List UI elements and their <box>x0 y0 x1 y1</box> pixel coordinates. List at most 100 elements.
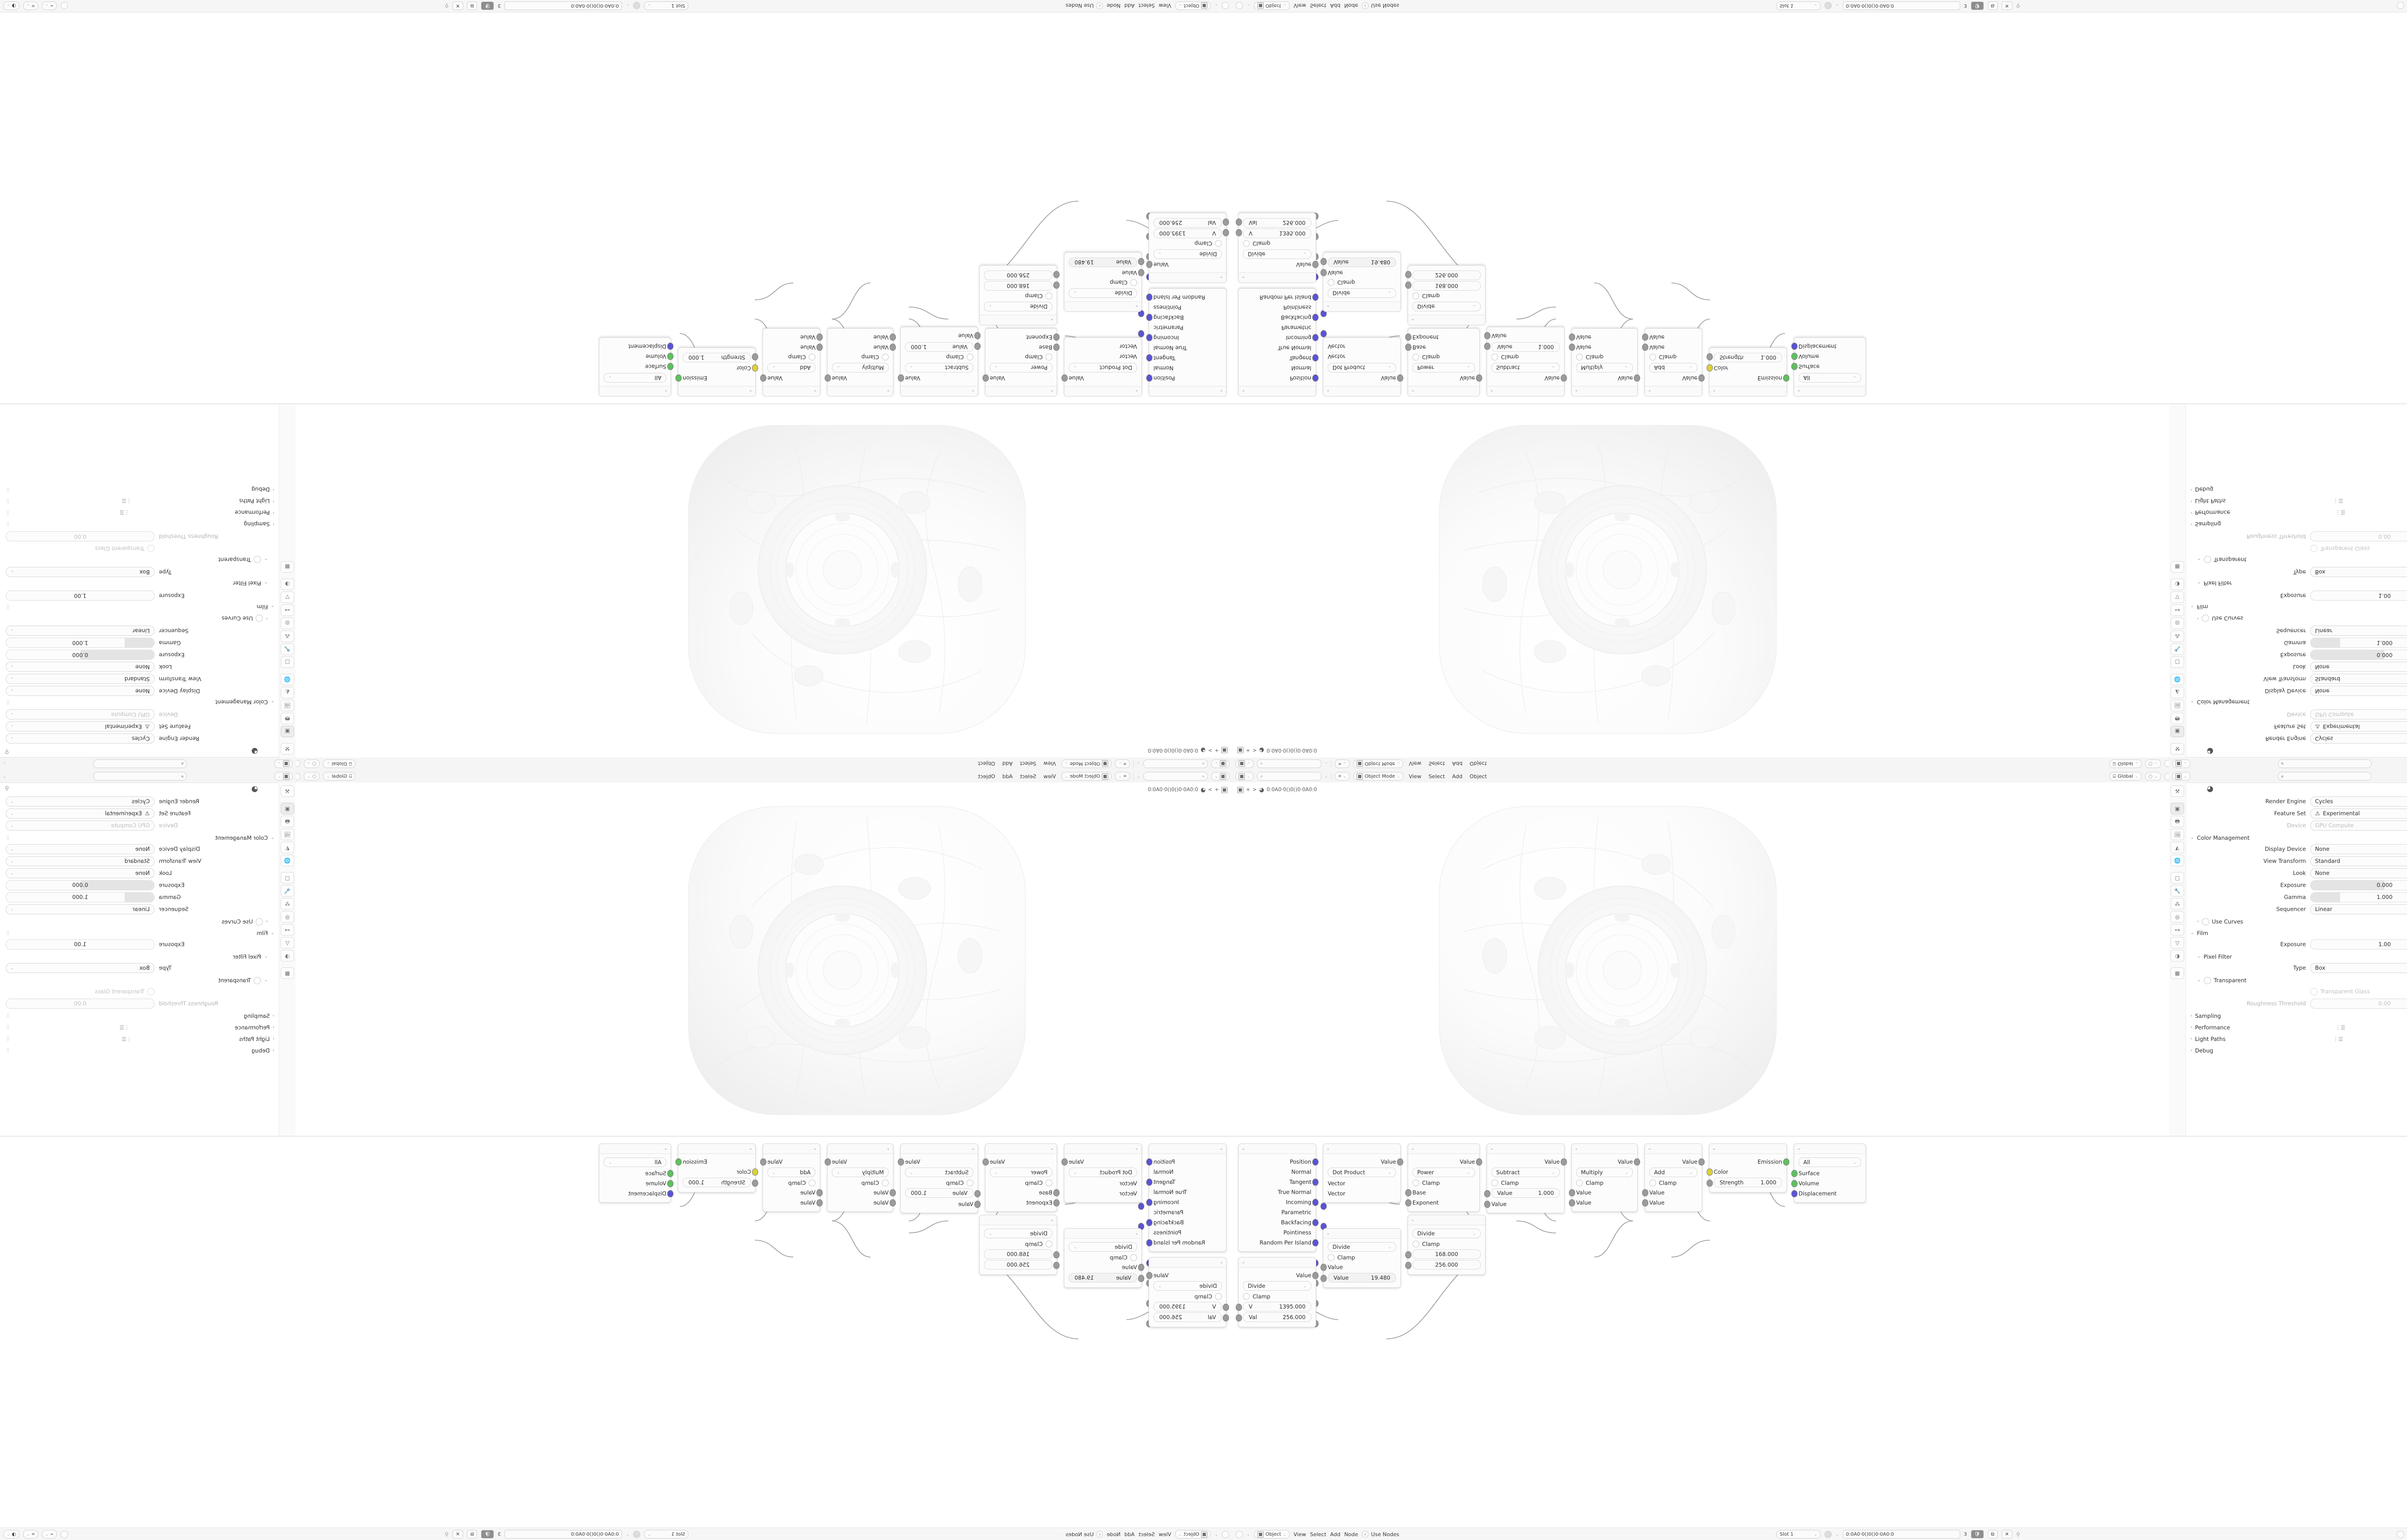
node-input-color[interactable]: Color <box>678 363 758 373</box>
node-input-value-1[interactable]: Value 1.000 <box>1491 342 1560 352</box>
node-output-random-per-island[interactable]: Random Per Island <box>1239 213 1319 303</box>
proportional-edit-toggle[interactable]: ◌ ⌄ <box>304 772 320 781</box>
feature-set-dropdown[interactable]: ⚠ Experimental⌄ <box>2310 721 2407 732</box>
node-geometry[interactable]: ⌄ Position Normal Tangent True Normal In… <box>1238 213 1319 397</box>
node-input-value-1[interactable]: 168.000 <box>1412 281 1481 291</box>
editor-split-horizontal[interactable] <box>1232 403 2407 404</box>
section-color-management[interactable]: ⌄Color Management⣿ <box>6 834 274 841</box>
node-input-value-2[interactable]: Value <box>1642 1197 1702 1207</box>
node-target-dropdown[interactable]: All ⌄ <box>604 1157 666 1167</box>
node-input-surface[interactable]: Surface <box>599 362 673 372</box>
use-curves-toggle[interactable]: › Use Curves <box>2197 918 2243 925</box>
view-transform-dropdown[interactable]: Standard⌄ <box>2310 856 2407 866</box>
cm-exposure-slider[interactable]: 0.000 <box>2310 880 2407 890</box>
transparent-radio[interactable] <box>2203 976 2211 984</box>
node-math-divide-b[interactable]: ⌄ Divide ⌄ Clamp Value Value 19.480 <box>1320 1228 1401 1288</box>
unlink-material-button[interactable]: ✕ <box>452 1530 464 1539</box>
node-output-emission[interactable]: Emission <box>1709 373 1789 384</box>
shader-editor-icon[interactable] <box>1236 2 1243 10</box>
viewport-menu-object[interactable]: Object <box>1469 760 1487 767</box>
properties-header-upper[interactable]: ⌄ ⌕ ⌄ <box>0 770 296 783</box>
properties-tab-texture[interactable]: ▦ <box>2171 967 2184 979</box>
node-operation-dropdown[interactable]: Divide ⌄ <box>1328 1242 1396 1252</box>
node-operation-dropdown[interactable]: Subtract ⌄ <box>1491 1168 1560 1177</box>
shader-type-selector[interactable]: Object ⌄ <box>1254 1530 1290 1539</box>
viewport-menu-view[interactable]: View <box>1043 760 1056 767</box>
viewport-canvas[interactable]: + > ◕ 0:0A0·0()0()0·0A0:0 <box>296 783 1232 1136</box>
node-output-value[interactable]: Value <box>898 373 978 384</box>
shader-node-editor-canvas[interactable]: ⌄ Position Normal Tangent True Normal In… <box>1232 13 2407 403</box>
node-emission[interactable]: ⌄ Emission Color Strength 1.000 <box>1707 347 1789 397</box>
node-operation-dropdown[interactable]: Subtract ⌄ <box>905 1168 973 1177</box>
viewport-menu-add[interactable]: Add <box>1002 760 1013 767</box>
node-operation-dropdown[interactable]: Subtract ⌄ <box>1491 363 1560 372</box>
node-input-value-2[interactable]: 256.000 <box>984 1260 1052 1270</box>
feature-set-row[interactable]: Feature Set ⚠ Experimental⌄ <box>6 721 274 732</box>
properties-header-upper[interactable]: ⌄ ⌕ ⌄ <box>2169 770 2407 783</box>
editor-type-selector[interactable]: ⌄ <box>1235 772 1254 781</box>
overlay-toggle-icon[interactable] <box>60 1530 68 1538</box>
section-film[interactable]: ⌄Film⣿ <box>6 603 274 610</box>
properties-tab-tool[interactable]: ⚒ <box>281 785 294 797</box>
node-input-vector-1[interactable]: Vector <box>1320 1178 1400 1210</box>
node-input-value-1[interactable]: V 1395.000 <box>1243 1302 1311 1311</box>
node-output-value[interactable]: Value <box>1487 1156 1567 1167</box>
viewport-options-chevron[interactable]: ⌄ <box>1137 774 1140 779</box>
node-header[interactable]: ⌄ <box>1794 386 1865 396</box>
node-header[interactable]: ⌄ <box>985 386 1057 396</box>
properties-tab-output[interactable]: 🖶 <box>281 713 294 724</box>
render-engine-dropdown[interactable]: Cycles⌄ <box>2310 733 2407 744</box>
section-film[interactable]: ⌄Film⣿ <box>2190 603 2208 610</box>
node-emission[interactable]: ⌄ Emission Color Strength 1.000 <box>675 347 758 397</box>
node-operation-dropdown[interactable]: Divide ⌄ <box>1153 1281 1222 1291</box>
properties-options-chevron[interactable]: ⌄ <box>3 761 6 766</box>
properties-tab-physics[interactable]: ◎ <box>2171 617 2184 629</box>
pin-icon[interactable]: ⚲ <box>444 2 449 9</box>
properties-tab-strip[interactable]: ⚒ ▣ 🖶 🖼 ◭ 🌐 ▢ 🔧 ⁂ ◎ ⊶ ▽ ◑ ▦ <box>2169 783 2186 1136</box>
film-exposure-field[interactable]: 1.00 <box>6 939 155 950</box>
material-name-field[interactable]: 0:0A0·0()0()0·0A0:0 <box>505 1530 622 1539</box>
sequencer-row[interactable]: Sequencer Linear⌄ <box>2190 626 2407 636</box>
node-clamp-toggle[interactable]: Clamp <box>828 353 893 362</box>
list-icon[interactable]: ⋮☰ <box>2333 498 2343 504</box>
properties-tab-texture[interactable]: ▦ <box>281 561 294 573</box>
node-input-value-1[interactable]: Value <box>1642 343 1702 353</box>
properties-tab-tool[interactable]: ⚒ <box>2171 743 2184 755</box>
node-operation-dropdown[interactable]: Power ⌄ <box>990 1168 1052 1177</box>
proportional-edit-toggle[interactable]: ◌ ⌄ <box>2145 772 2161 781</box>
node-input-value-1[interactable]: Value 1.000 <box>1491 1188 1560 1198</box>
node-input-value-2[interactable]: Value <box>1642 333 1702 343</box>
node-output-normal[interactable]: Normal <box>1239 1167 1319 1186</box>
node-input-value-1[interactable]: Value 1.000 <box>905 1188 973 1198</box>
properties-tab-object[interactable]: ▢ <box>281 872 294 884</box>
shader-editor-icon[interactable] <box>1222 1530 1229 1538</box>
node-math-divide-c[interactable]: ⌄ Divide ⌄ Clamp 168.000 256.000 <box>979 265 1060 325</box>
use-curves-toggle[interactable]: › Use Curves <box>221 615 268 622</box>
properties-tab-world[interactable]: 🌐 <box>281 855 294 866</box>
node-input-value-2[interactable]: Value <box>1484 1199 1564 1209</box>
node-header[interactable]: ⌄ <box>1408 1215 1485 1225</box>
properties-search-input[interactable]: ⌕ <box>93 772 187 781</box>
list-icon[interactable]: ⋮☰ <box>119 1024 129 1031</box>
material-slot-selector[interactable]: Slot 1 ⌄ <box>1776 1530 1821 1539</box>
node-clamp-toggle[interactable]: Clamp <box>1149 239 1226 248</box>
unlink-material-button[interactable]: ✕ <box>2001 1530 2013 1539</box>
section-pixel-filter[interactable]: ⌄ Pixel Filter <box>2197 580 2232 587</box>
viewport-options-chevron[interactable]: ⌄ <box>1324 761 1328 766</box>
properties-tab-physics[interactable]: ◎ <box>281 617 294 629</box>
node-output-value[interactable]: Value <box>983 1156 1057 1167</box>
feature-set-dropdown[interactable]: ⚠ Experimental⌄ <box>6 721 155 732</box>
node-operation-dropdown[interactable]: Divide ⌄ <box>984 302 1052 311</box>
node-operation-dropdown[interactable]: Add ⌄ <box>767 363 815 372</box>
node-input-value-1[interactable]: V 1395.000 <box>1153 229 1222 238</box>
node-input-value-2[interactable]: Value <box>901 1199 981 1209</box>
node-vector-math-dot-product[interactable]: ⌄ Value Dot Product ⌄ Vector Vector <box>1320 1143 1403 1230</box>
film-exposure-row[interactable]: Exposure 1.00 <box>2190 590 2407 601</box>
node-header[interactable]: ⌄ <box>1572 1144 1637 1154</box>
node-operation-dropdown[interactable]: Divide ⌄ <box>1328 288 1396 298</box>
properties-tab-constraints[interactable]: ⊶ <box>281 924 294 936</box>
feature-set-row[interactable]: Feature Set ⚠ Experimental⌄ <box>2190 721 2407 732</box>
cm-gamma-slider[interactable]: 1.000 <box>6 638 155 648</box>
node-output-pointiness[interactable]: Pointiness <box>1146 1227 1226 1307</box>
node-input-value-2[interactable]: Value <box>763 333 823 343</box>
